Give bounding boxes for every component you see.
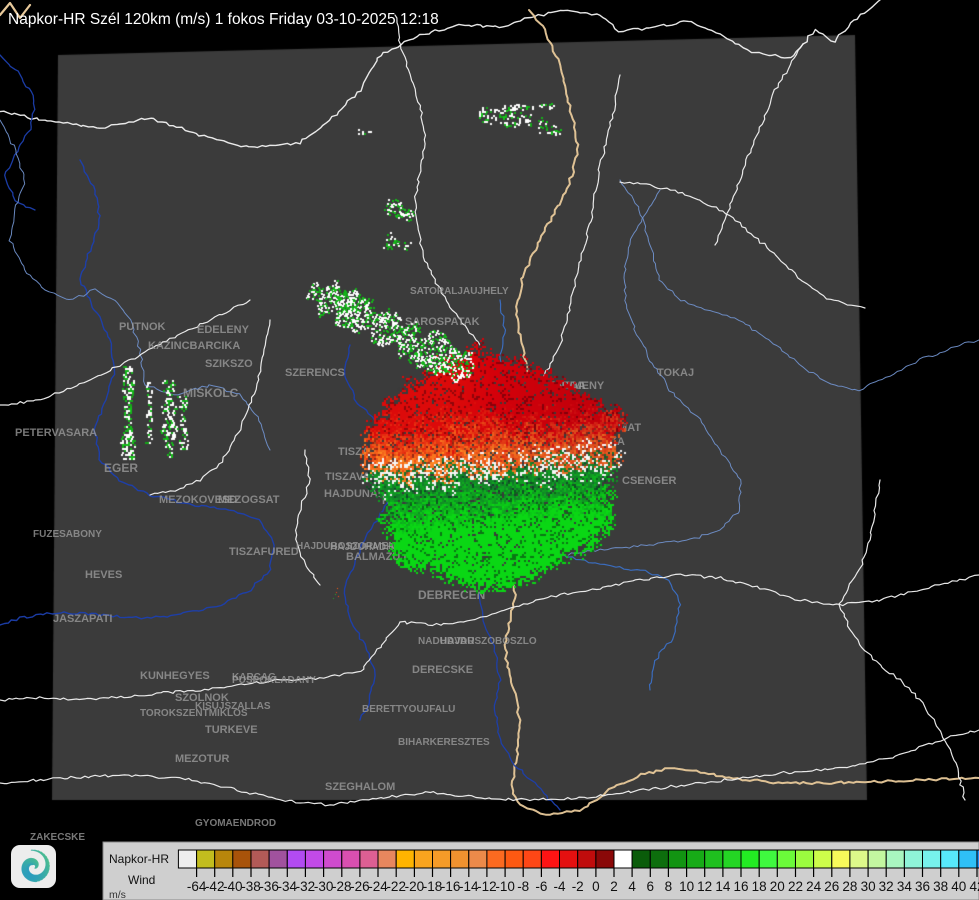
- svg-text:6: 6: [647, 879, 655, 894]
- svg-text:0: 0: [592, 879, 600, 894]
- svg-text:-4: -4: [553, 879, 565, 894]
- svg-text:4: 4: [628, 879, 636, 894]
- svg-text:36: 36: [915, 879, 930, 894]
- svg-text:42: 42: [969, 879, 979, 894]
- svg-text:30: 30: [861, 879, 876, 894]
- svg-text:38: 38: [933, 879, 948, 894]
- svg-text:8: 8: [665, 879, 673, 894]
- svg-text:-24: -24: [368, 879, 388, 894]
- svg-text:32: 32: [879, 879, 894, 894]
- svg-text:-10: -10: [495, 879, 515, 894]
- svg-text:14: 14: [715, 879, 731, 894]
- svg-text:18: 18: [752, 879, 767, 894]
- svg-text:-22: -22: [386, 879, 406, 894]
- svg-text:Wind: Wind: [128, 873, 155, 887]
- svg-text:20: 20: [770, 879, 785, 894]
- svg-text:22: 22: [788, 879, 803, 894]
- svg-text:-30: -30: [314, 879, 334, 894]
- svg-text:40: 40: [951, 879, 966, 894]
- svg-text:-32: -32: [296, 879, 316, 894]
- svg-text:-36: -36: [259, 879, 279, 894]
- svg-text:-2: -2: [572, 879, 584, 894]
- svg-text:-38: -38: [241, 879, 261, 894]
- svg-text:-40: -40: [223, 879, 243, 894]
- svg-text:m/s: m/s: [109, 889, 126, 900]
- svg-text:-16: -16: [441, 879, 461, 894]
- svg-text:-34: -34: [278, 879, 298, 894]
- svg-text:26: 26: [824, 879, 839, 894]
- svg-text:24: 24: [806, 879, 822, 894]
- svg-text:-18: -18: [423, 879, 443, 894]
- svg-text:10: 10: [679, 879, 694, 894]
- svg-text:2: 2: [610, 879, 618, 894]
- svg-text:-14: -14: [459, 879, 479, 894]
- svg-text:12: 12: [697, 879, 712, 894]
- svg-text:-64: -64: [187, 879, 207, 894]
- svg-text:-20: -20: [405, 879, 425, 894]
- svg-text:34: 34: [897, 879, 913, 894]
- svg-text:16: 16: [733, 879, 748, 894]
- svg-text:-8: -8: [517, 879, 529, 894]
- svg-text:-26: -26: [350, 879, 370, 894]
- svg-text:Napkor-HR: Napkor-HR: [109, 852, 169, 866]
- svg-text:-6: -6: [535, 879, 547, 894]
- svg-text:-28: -28: [332, 879, 352, 894]
- svg-text:28: 28: [842, 879, 857, 894]
- svg-text:-12: -12: [477, 879, 497, 894]
- svg-text:-42: -42: [205, 879, 225, 894]
